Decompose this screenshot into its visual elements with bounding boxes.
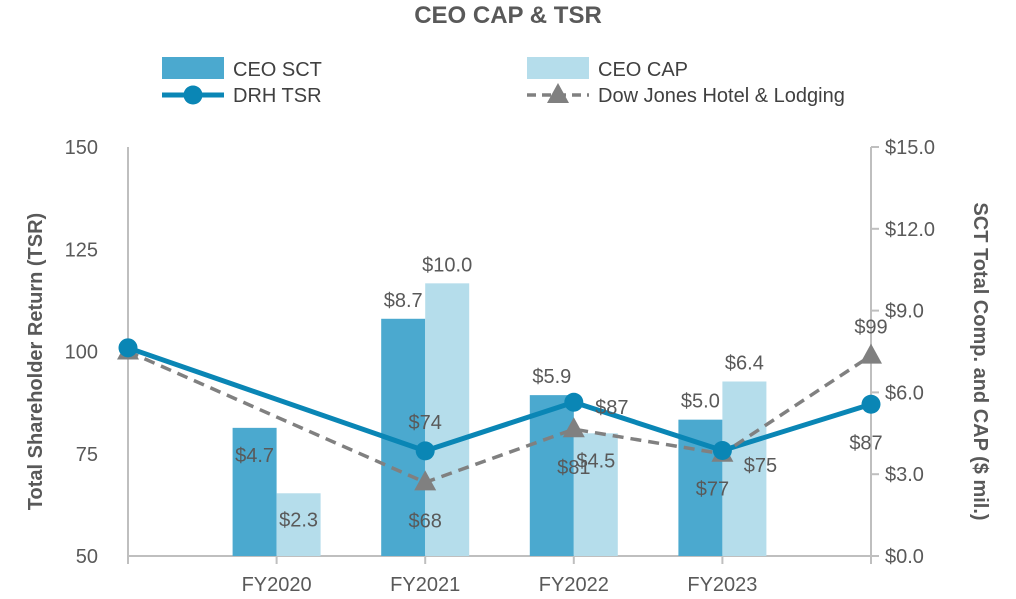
ceo-sct-data-label: $8.7 [384,290,423,312]
dow-jones-hotel-lodging-data-label: $75 [744,455,777,477]
drh-tsr-data-label: $87 [849,432,882,454]
right-tick-label: $15.0 [885,137,935,159]
legend-label: Dow Jones Hotel & Lodging [598,85,845,107]
right-tick-label: $12.0 [885,219,935,241]
ceo-cap-bar [276,493,321,556]
ceo-sct-data-label: $5.9 [532,366,571,388]
right-tick-label: $3.0 [885,464,924,486]
axes: 50 75 100 125 150 $0.0 $3.0 $6.0 $9.0 $12.0 $15.0 F… [25,137,991,596]
ceo-sct-legend-swatch [162,57,224,79]
x-tick-label: FY2020 [242,574,312,594]
drh-tsr-point [861,394,881,414]
ceo-sct-data-label: $4.7 [235,445,274,467]
right-axis-title: SCT Total Comp. and CAP ($ mil.) [969,202,991,520]
drh-tsr-point [118,338,138,358]
ceo-sct-bar [232,427,277,556]
ceo-cap-legend-swatch [527,57,589,79]
x-tick-label: FY2021 [390,574,460,594]
drh-tsr-point [415,441,435,461]
legend-label: DRH TSR [233,85,322,107]
ceo-cap-bar [722,381,767,556]
legend-label: CEO SCT [233,59,322,81]
left-axis-title: Total Shareholder Return (TSR) [25,213,47,510]
ceo-cap-bar [425,283,470,556]
ceo-cap-data-label: $4.5 [576,450,615,472]
legend: CEO SCT CEO CAP DRH TSR Dow Jones Hotel & L… [162,57,845,107]
dow-jones-hotel-lodging-data-label: $99 [854,317,887,339]
drh-tsr-point [564,392,584,412]
drh-tsr-legend-marker [183,85,203,105]
dow-jones-hotel-lodging-legend-marker [547,83,569,103]
right-tick-label: $9.0 [885,301,924,323]
dow-jones-hotel-lodging-data-label: $81 [557,457,590,479]
x-tick-label: FY2022 [539,574,609,594]
left-tick-label: 150 [65,137,98,159]
ceo-cap-data-label: $6.4 [725,352,764,374]
legend-label: CEO CAP [598,59,688,81]
ceo-cap-bar [573,433,618,556]
dow-jones-hotel-lodging-point [860,343,882,364]
lines [117,338,882,491]
drh-tsr-data-label: $77 [696,478,729,500]
ceo-sct-data-label: $5.0 [681,391,720,413]
drh-tsr-point [712,440,732,460]
right-tick-label: $0.0 [885,546,924,568]
x-tick-label: FY2023 [687,574,757,594]
drh-tsr-data-label: $87 [595,397,628,419]
drh-tsr-data-label: $74 [409,412,442,434]
chart-title: CEO CAP & TSR [414,2,602,29]
left-tick-label: 50 [76,546,98,568]
right-tick-label: $6.0 [885,382,924,404]
left-tick-label: 75 [76,444,98,466]
dow-jones-hotel-lodging-line [127,349,872,485]
data-labels: $4.7 $8.7 $5.9 $5.0 $2.3 $10.0 $4.5 $6.4 $74 $87 $… [235,254,888,532]
ceo-sct-bar [529,395,574,556]
left-tick-label: 125 [65,239,98,261]
left-tick-label: 100 [65,342,98,364]
ceo-cap-data-label: $2.3 [279,509,318,531]
ceo-cap-data-label: $10.0 [422,254,472,276]
dow-jones-hotel-lodging-point [414,470,437,491]
dow-jones-hotel-lodging-data-label: $68 [409,510,442,532]
dow-jones-hotel-lodging-point [562,417,585,438]
